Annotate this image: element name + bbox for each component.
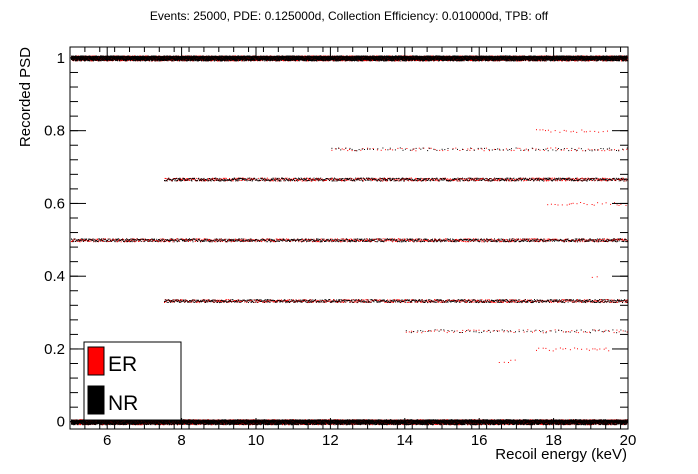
data-point bbox=[311, 55, 313, 57]
data-point bbox=[76, 60, 78, 62]
data-point bbox=[426, 60, 428, 62]
data-point bbox=[566, 60, 568, 62]
data-point bbox=[421, 60, 423, 62]
data-point bbox=[533, 59, 534, 61]
data-point bbox=[626, 56, 628, 58]
data-point bbox=[558, 60, 560, 62]
data-point bbox=[376, 60, 378, 62]
data-point bbox=[483, 59, 485, 61]
data-point bbox=[525, 59, 527, 61]
data-point bbox=[261, 59, 263, 61]
data-point bbox=[418, 60, 420, 61]
data-point bbox=[539, 60, 541, 62]
data-point bbox=[586, 60, 588, 61]
data-point bbox=[367, 60, 369, 62]
data-point bbox=[371, 60, 373, 62]
data-point bbox=[235, 55, 237, 57]
data-point bbox=[580, 59, 582, 61]
data-point bbox=[212, 59, 214, 61]
data-point bbox=[425, 60, 427, 62]
data-point bbox=[365, 60, 367, 62]
data-point bbox=[398, 60, 400, 62]
data-point bbox=[211, 59, 213, 61]
data-point bbox=[281, 59, 283, 61]
data-point bbox=[127, 60, 129, 62]
data-points bbox=[71, 55, 628, 426]
data-point bbox=[341, 60, 343, 62]
data-point bbox=[496, 60, 498, 62]
data-point bbox=[439, 59, 441, 61]
data-point bbox=[188, 55, 189, 57]
data-point bbox=[478, 60, 479, 62]
data-point bbox=[575, 60, 577, 62]
data-point bbox=[333, 59, 335, 61]
data-point bbox=[319, 60, 321, 62]
data-point bbox=[436, 60, 438, 62]
data-point bbox=[415, 60, 417, 62]
data-point bbox=[481, 60, 483, 62]
data-point bbox=[219, 60, 220, 62]
data-point bbox=[105, 60, 107, 62]
data-point bbox=[255, 59, 257, 61]
data-point bbox=[282, 60, 284, 62]
data-point bbox=[253, 60, 255, 61]
data-point bbox=[620, 60, 622, 62]
data-point bbox=[602, 60, 604, 62]
data-point bbox=[164, 60, 166, 62]
data-point bbox=[582, 60, 584, 62]
data-point bbox=[85, 60, 87, 61]
data-point bbox=[238, 60, 239, 62]
data-point bbox=[321, 60, 323, 62]
data-point bbox=[257, 60, 259, 62]
chart-title: Events: 25000, PDE: 0.125000d, Collectio… bbox=[150, 9, 549, 23]
data-point bbox=[361, 59, 363, 61]
data-point bbox=[157, 60, 159, 62]
data-point bbox=[293, 60, 295, 62]
data-point bbox=[121, 59, 123, 61]
data-point bbox=[177, 60, 179, 61]
data-point bbox=[435, 60, 437, 61]
data-point bbox=[364, 59, 366, 61]
data-point bbox=[589, 59, 591, 61]
data-point bbox=[334, 60, 335, 62]
data-point bbox=[624, 59, 626, 61]
data-point bbox=[129, 60, 131, 61]
data-point bbox=[120, 60, 122, 62]
data-point bbox=[296, 60, 298, 62]
data-point bbox=[516, 60, 518, 62]
data-point bbox=[395, 60, 397, 62]
data-point bbox=[574, 60, 576, 62]
data-point bbox=[593, 60, 595, 62]
data-point bbox=[191, 60, 193, 62]
data-point bbox=[437, 60, 439, 62]
data-point bbox=[118, 59, 120, 61]
data-point bbox=[140, 60, 142, 62]
